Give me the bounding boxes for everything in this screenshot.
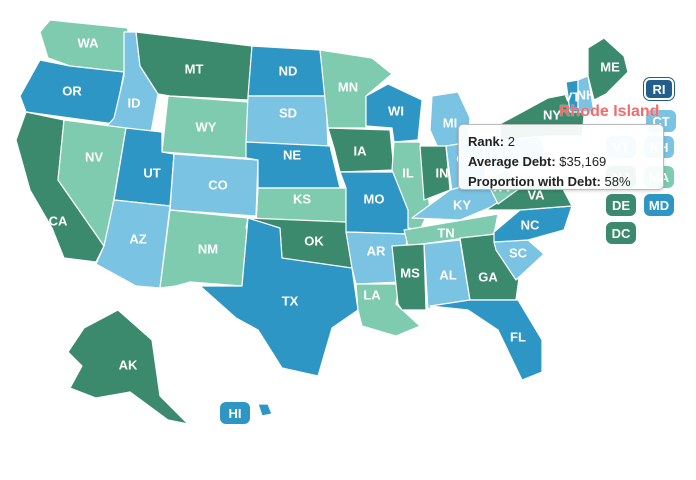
state-nd[interactable]: [247, 45, 327, 97]
tooltip-proportion-label: Proportion with Debt:: [468, 174, 601, 189]
state-ak[interactable]: [67, 309, 189, 425]
state-nh[interactable]: [577, 75, 595, 113]
state-wy[interactable]: [161, 95, 249, 159]
hovered-state-name: Rhode Island: [559, 103, 660, 120]
state-me[interactable]: [587, 37, 629, 101]
state-sd[interactable]: [245, 95, 329, 149]
state-ms[interactable]: [391, 243, 427, 311]
tooltip-rank-row: Rank: 2: [468, 132, 654, 152]
state-hi[interactable]: [257, 403, 273, 417]
tooltip-rank-label: Rank:: [468, 134, 505, 149]
tooltip-proportion-row: Proportion with Debt: 58%: [468, 172, 654, 192]
state-nm[interactable]: [159, 209, 249, 289]
state-nc[interactable]: [493, 205, 573, 243]
state-in[interactable]: [419, 145, 451, 201]
chip-ri[interactable]: RI: [644, 78, 674, 100]
state-tooltip: Rank: 2 Average Debt: $35,169 Proportion…: [458, 124, 664, 190]
state-ar[interactable]: [345, 231, 409, 285]
state-ne[interactable]: [245, 141, 341, 189]
tooltip-rank-value: 2: [507, 134, 515, 149]
chip-dc[interactable]: DC: [606, 222, 636, 244]
state-co[interactable]: [169, 153, 259, 217]
state-wi[interactable]: [365, 83, 423, 143]
chip-de[interactable]: DE: [606, 194, 636, 216]
chip-hi[interactable]: HI: [220, 402, 250, 424]
chip-md[interactable]: MD: [644, 194, 674, 216]
tooltip-debt-value: $35,169: [559, 154, 607, 169]
state-ia[interactable]: [327, 127, 395, 173]
state-fl[interactable]: [429, 299, 543, 381]
tooltip-debt-row: Average Debt: $35,169: [468, 152, 654, 172]
state-tx[interactable]: [199, 217, 359, 377]
tooltip-debt-label: Average Debt:: [468, 154, 556, 169]
tooltip-proportion-value: 58%: [604, 174, 631, 189]
